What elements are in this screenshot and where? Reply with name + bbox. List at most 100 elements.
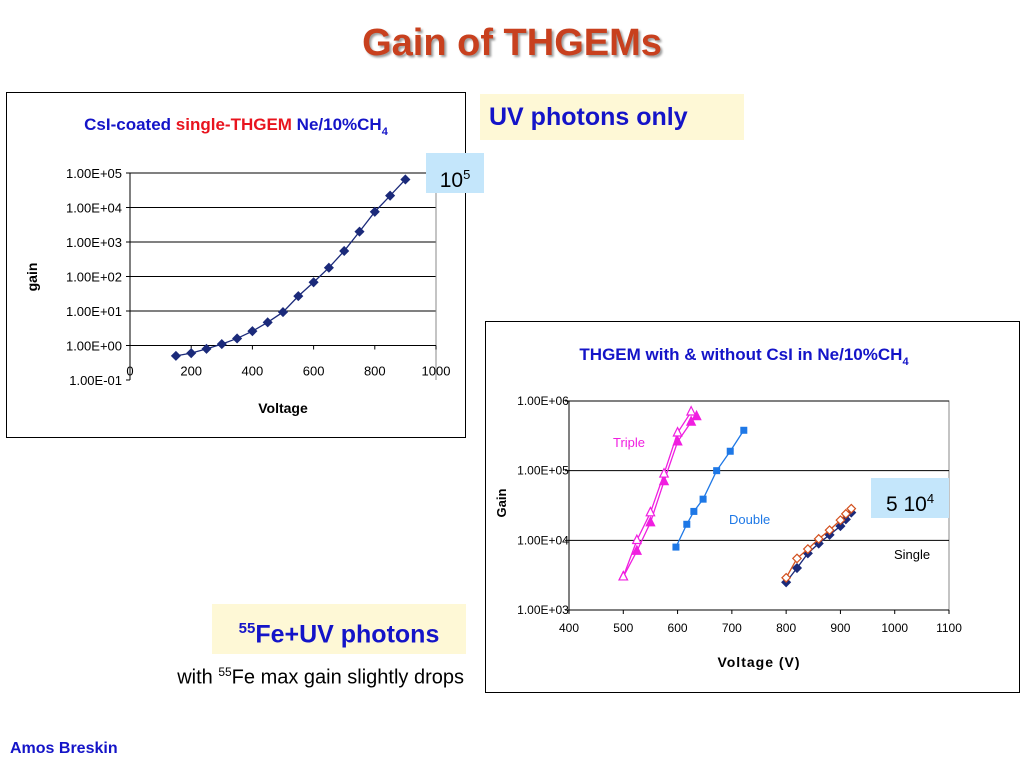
chart2-data-point <box>645 516 656 527</box>
chart1-data-point <box>400 174 411 185</box>
chart1-data-point <box>232 333 243 344</box>
chart2-data-point <box>645 506 656 517</box>
chart1-xtick-label: 1000 <box>422 364 451 379</box>
chart1-data-point <box>369 206 380 217</box>
chart1-title-part-1: single-THGEM <box>176 115 292 134</box>
gain-callout-5e4: 5 104 <box>871 478 949 518</box>
chart1-xtick-label: 400 <box>242 364 264 379</box>
fe-note-prefix: with <box>177 666 219 689</box>
chart2-data-point <box>835 521 846 532</box>
chart1-xtick-label: 200 <box>180 364 202 379</box>
chart2-xtick-label: 700 <box>722 621 742 635</box>
chart2-data-point <box>813 533 824 544</box>
chart1-xtick-label: 0 <box>126 364 133 379</box>
chart2-xtick-label: 1100 <box>936 621 962 635</box>
chart2-data-point <box>631 544 643 555</box>
chart2-xtick-label: 900 <box>830 621 850 635</box>
chart2-data-point <box>690 507 698 515</box>
chart2-xlabel: Voltage (V) <box>717 654 800 670</box>
slide-title: Gain of THGEMs <box>362 22 662 64</box>
chart2-xtick-label: 800 <box>776 621 796 635</box>
fe-note: with 55Fe max gain slightly drops <box>40 665 464 690</box>
chart-thgem-csi: THGEM with & without CsI in Ne/10%CH41.0… <box>494 345 962 670</box>
chart2-data-point <box>840 508 851 519</box>
fe-uv-label: 55Fe+UV photons <box>212 604 466 654</box>
chart1-xtick-label: 800 <box>364 364 386 379</box>
chart2-ytick-label: 1.00E+06 <box>517 394 569 408</box>
chart2-data-point <box>683 520 691 528</box>
chart2-data-point <box>726 447 734 455</box>
chart2-data-point <box>699 495 707 503</box>
chart1-ytick-label: 1.00E-01 <box>69 373 122 388</box>
chart1-data-point <box>216 339 227 350</box>
chart1-data-point <box>170 350 181 361</box>
chart2-data-point <box>618 570 629 581</box>
fe-uv-text: Fe+UV photons <box>255 620 440 649</box>
chart1-data-point <box>247 326 258 337</box>
chart2-series-line-1 <box>622 411 692 577</box>
chart2-data-point <box>824 525 835 536</box>
chart1-series-line <box>175 179 406 357</box>
chart1-data-point <box>354 226 365 237</box>
chart1-data-point <box>385 190 396 201</box>
fe-note-isotope: 55 <box>218 665 232 679</box>
chart1-ytick-label: 1.00E+05 <box>66 166 122 181</box>
chart2-ytick-label: 1.00E+05 <box>517 464 569 478</box>
chart2-title-main: THGEM with & without CsI in Ne/10%CH <box>579 345 902 364</box>
chart2-data-point <box>713 467 721 475</box>
chart-panel-single-thgem: CsI-coated single-THGEM Ne/10%CH4 1.00E-0… <box>6 92 466 438</box>
gain-callout-1e5-base: 10 <box>439 169 464 192</box>
chart2-data-point <box>631 533 643 545</box>
chart2-data-point <box>791 553 803 564</box>
chart1-data-point <box>186 348 197 359</box>
chart1-ytick-label: 1.00E+04 <box>66 201 122 216</box>
chart1-xtick-label: 600 <box>303 364 325 379</box>
chart2-data-point <box>740 426 748 434</box>
chart2-ytick-label: 1.00E+04 <box>517 533 569 547</box>
chart2-data-point <box>685 405 697 416</box>
chart2-xtick-label: 500 <box>613 621 633 635</box>
chart2-data-point <box>846 503 857 514</box>
chart1-ytick-label: 1.00E+01 <box>66 304 122 319</box>
chart2-title-subscript: 4 <box>902 356 909 368</box>
fe-uv-isotope: 55 <box>238 620 256 637</box>
chart1-title-part-0: CsI-coated <box>84 115 176 134</box>
chart1-data-point <box>308 277 319 288</box>
chart1-data-point <box>323 262 334 273</box>
chart1-title-part-2: Ne/10%CH <box>292 115 382 134</box>
chart2-data-point <box>781 572 792 583</box>
uv-only-label: UV photons only <box>480 94 744 140</box>
chart2-data-point <box>658 467 670 478</box>
fe-note-suffix: Fe max gain slightly drops <box>231 666 464 689</box>
gain-callout-1e5-exp: 5 <box>463 167 471 182</box>
author-name: Amos Breskin <box>10 740 118 757</box>
chart2-xtick-label: 400 <box>559 621 579 635</box>
chart2-label-triple: Triple <box>613 435 645 450</box>
chart1-data-point <box>339 245 350 257</box>
chart2-data-point <box>791 563 803 574</box>
chart1-ytick-label: 1.00E+03 <box>66 235 122 250</box>
chart2-data-point <box>685 415 697 426</box>
chart1-data-point <box>277 307 289 318</box>
chart2-xtick-label: 1000 <box>881 621 908 635</box>
chart2-ylabel: Gain <box>494 488 509 517</box>
gain-callout-5e4-base: 5 10 <box>885 493 927 516</box>
chart2-ytick-label: 1.00E+03 <box>517 603 569 617</box>
chart1-ylabel: gain <box>24 263 40 292</box>
chart2-data-point <box>672 543 680 551</box>
chart2-xtick-label: 600 <box>668 621 688 635</box>
chart2-label-double: Double <box>729 512 770 527</box>
chart1-data-point <box>293 291 304 302</box>
gain-callout-5e4-exp: 4 <box>926 491 935 506</box>
chart1-title-subscript: 4 <box>382 126 389 138</box>
chart2-data-point <box>672 426 683 437</box>
chart1-ytick-label: 1.00E+02 <box>66 270 122 285</box>
chart2-data-point <box>835 515 846 526</box>
chart-panel-thgem-csi: THGEM with & without CsI in Ne/10%CH4 1.0… <box>485 321 1020 693</box>
chart2-title: THGEM with & without CsI in Ne/10%CH4 <box>579 345 909 368</box>
chart2-label-single: Single <box>894 547 930 562</box>
chart-single-thgem: CsI-coated single-THGEM Ne/10%CH4 1.00E-0… <box>24 115 451 416</box>
gain-callout-1e5: 105 <box>426 153 484 193</box>
chart1-data-point <box>201 343 212 354</box>
chart1-data-point <box>262 317 273 328</box>
